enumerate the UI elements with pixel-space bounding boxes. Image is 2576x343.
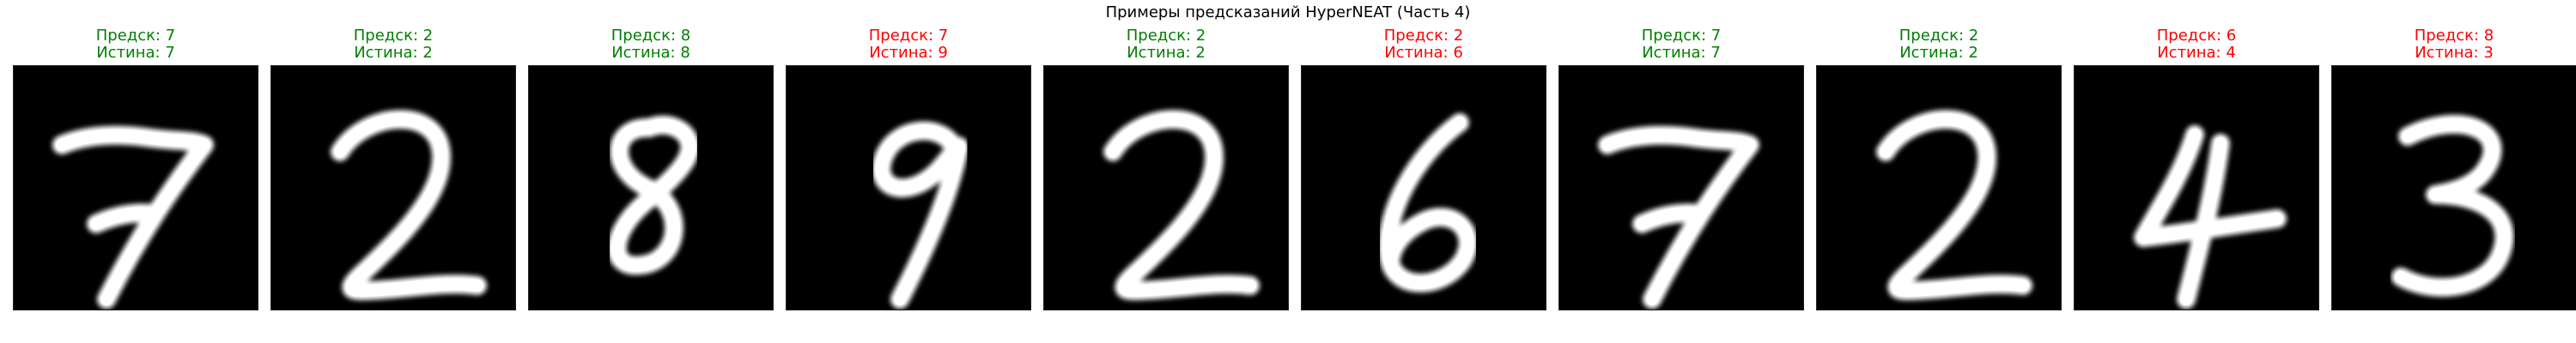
prediction-label: Предск: 2 xyxy=(1383,27,1464,45)
digit-image xyxy=(1301,65,1546,310)
prediction-label: Предск: 2 xyxy=(353,27,434,45)
sample-panel: Предск: 2 Истина: 2 xyxy=(1043,27,1289,310)
sample-panel: Предск: 8 Истина: 8 xyxy=(528,27,774,310)
prediction-label: Предск: 2 xyxy=(1899,27,1979,45)
prediction-label: Предск: 6 xyxy=(2156,27,2237,45)
truth-label: Истина: 3 xyxy=(2415,44,2494,62)
digit-image xyxy=(270,65,516,310)
truth-label: Истина: 7 xyxy=(96,44,175,62)
sample-panel: Предск: 2 Истина: 2 xyxy=(1816,27,2062,310)
sample-caption: Предск: 2 Истина: 2 xyxy=(270,27,516,65)
sample-panel: Предск: 7 Истина: 7 xyxy=(13,27,258,310)
sample-panel: Предск: 2 Истина: 2 xyxy=(270,27,516,310)
handwritten-digit-8 xyxy=(607,115,700,275)
handwritten-digit-7 xyxy=(52,125,214,309)
sample-caption: Предск: 2 Истина: 2 xyxy=(1816,27,2062,65)
digit-image xyxy=(1558,65,1804,310)
digit-image xyxy=(528,65,774,310)
digit-image xyxy=(1043,65,1289,310)
sample-panel: Предск: 7 Истина: 9 xyxy=(786,27,1031,310)
truth-label: Истина: 2 xyxy=(1127,44,1206,62)
prediction-label: Предск: 7 xyxy=(95,27,176,45)
handwritten-digit-2 xyxy=(1876,110,2032,300)
truth-label: Истина: 8 xyxy=(611,44,690,62)
prediction-label: Предск: 8 xyxy=(2414,27,2494,45)
truth-label: Истина: 9 xyxy=(869,44,948,62)
sample-panel: Предск: 2 Истина: 6 xyxy=(1301,27,1546,310)
sample-caption: Предск: 7 Истина: 7 xyxy=(13,27,258,65)
truth-label: Истина: 6 xyxy=(1384,44,1463,62)
handwritten-digit-7 xyxy=(1598,125,1759,309)
prediction-label: Предск: 7 xyxy=(1641,27,1722,45)
truth-label: Истина: 2 xyxy=(354,44,433,62)
sample-panel: Предск: 8 Истина: 3 xyxy=(2331,27,2576,310)
digit-image xyxy=(2074,65,2319,310)
truth-label: Истина: 2 xyxy=(1899,44,1978,62)
prediction-label: Предск: 7 xyxy=(868,27,949,45)
figure-title: Примеры предсказаний HyperNEAT (Часть 4) xyxy=(1105,3,1471,21)
prediction-label: Предск: 2 xyxy=(1126,27,1206,45)
truth-label: Истина: 7 xyxy=(1642,44,1721,62)
handwritten-digit-2 xyxy=(1103,110,1260,300)
sample-caption: Предск: 2 Истина: 6 xyxy=(1301,27,1546,65)
sample-caption: Предск: 6 Истина: 4 xyxy=(2074,27,2319,65)
sample-caption: Предск: 8 Истина: 3 xyxy=(2331,27,2576,65)
digit-image xyxy=(13,65,258,310)
digit-image xyxy=(1816,65,2062,310)
handwritten-digit-3 xyxy=(2391,115,2514,297)
sample-caption: Предск: 2 Истина: 2 xyxy=(1043,27,1289,65)
sample-panel: Предск: 7 Истина: 7 xyxy=(1558,27,1804,310)
sample-caption: Предск: 7 Истина: 9 xyxy=(786,27,1031,65)
sample-caption: Предск: 7 Истина: 7 xyxy=(1558,27,1804,65)
sample-caption: Предск: 8 Истина: 8 xyxy=(528,27,774,65)
digit-image xyxy=(786,65,1031,310)
handwritten-digit-6 xyxy=(1378,113,1478,292)
truth-label: Истина: 4 xyxy=(2157,44,2236,62)
digit-image xyxy=(2331,65,2576,310)
handwritten-digit-4 xyxy=(2134,125,2287,309)
sample-panel: Предск: 6 Истина: 4 xyxy=(2074,27,2319,310)
handwritten-digit-2 xyxy=(331,110,487,300)
handwritten-digit-9 xyxy=(872,121,969,309)
prediction-label: Предск: 8 xyxy=(611,27,691,45)
